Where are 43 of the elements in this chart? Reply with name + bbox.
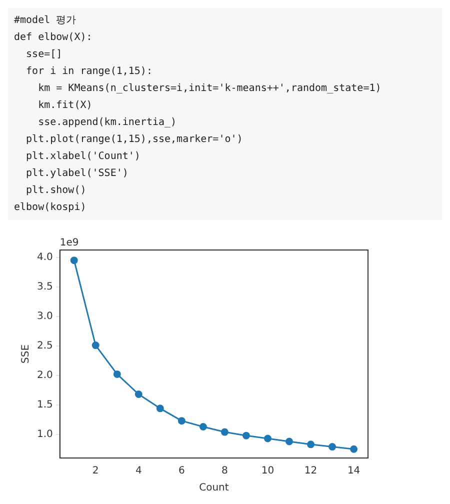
y-tick-label: 1.0 [36, 428, 53, 440]
text: plt.ylabel('SSE') [25, 167, 130, 181]
text: plt.xlabel('Count') [25, 150, 142, 164]
y-tick-label: 3.5 [36, 281, 53, 292]
text: 1e9 [60, 238, 79, 249]
text: km.fit(X) [37, 99, 94, 113]
point [242, 432, 250, 440]
x-tick-label: 14 [347, 466, 360, 477]
text: plt.plot(range(1,15),sse,marker='o') [25, 133, 244, 147]
point [350, 445, 358, 453]
y-tick-label: 2.5 [36, 340, 53, 352]
text: #model 평가 [14, 14, 78, 28]
x-tick-label: 2 [92, 466, 99, 477]
text: plt.show() [25, 184, 88, 198]
x-tick-label: 6 [178, 466, 185, 477]
x-tick-label: 8 [222, 466, 228, 477]
y-tick-label: 2.0 [36, 370, 53, 381]
y-tick-label: 1.5 [36, 399, 53, 410]
text: def elbow(X): [14, 31, 94, 45]
text: elbow(kospi) [14, 201, 88, 215]
point [113, 370, 121, 378]
point [178, 417, 186, 425]
text: km = KMeans(n_clusters=i,init='k-means++',random_state=1) [37, 82, 382, 96]
point [92, 342, 100, 350]
point [286, 438, 294, 446]
point [134, 390, 142, 398]
x-tick-label: 4 [135, 466, 142, 477]
x-tick-label: 10 [261, 466, 274, 477]
point [199, 422, 207, 430]
point [264, 434, 272, 442]
point [70, 256, 78, 264]
point [307, 440, 315, 448]
text: sse.append(km.inertia_) [37, 116, 178, 130]
point [220, 428, 228, 436]
y-axis-title: SSE [20, 344, 32, 364]
y-tick-label: 4.0 [36, 252, 53, 263]
y-tick-label: 3.0 [36, 310, 53, 322]
text: for i in range(1,15): [25, 65, 154, 79]
point [156, 404, 164, 412]
point [328, 443, 336, 451]
x-tick-label: 12 [304, 466, 318, 477]
text: sse=[] [25, 48, 64, 62]
x-axis-title: Count [199, 482, 229, 494]
